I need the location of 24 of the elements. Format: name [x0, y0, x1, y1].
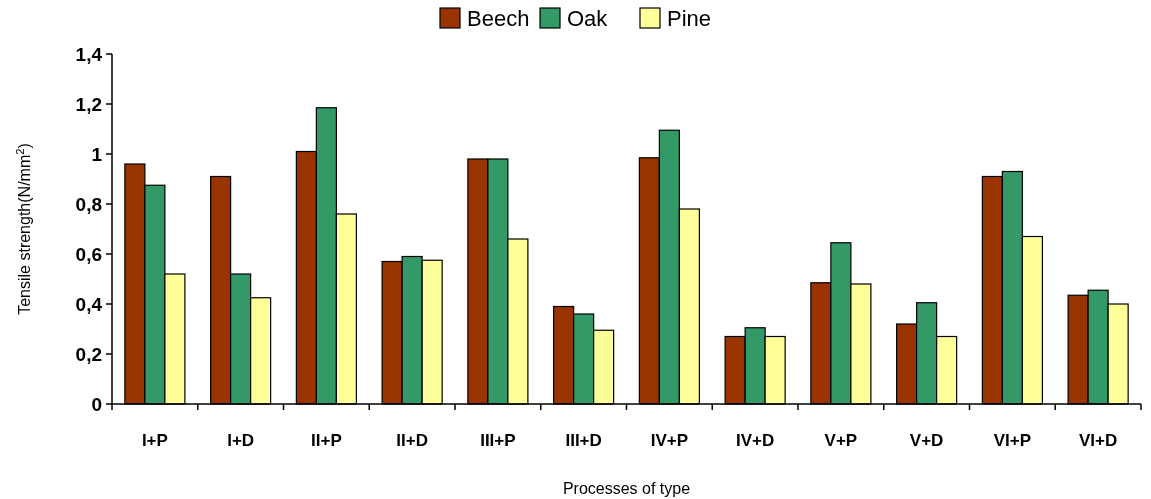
y-tick-label: 1	[91, 143, 103, 165]
x-tick-label: II+D	[396, 431, 428, 450]
x-axis-title: Processes of type	[562, 480, 691, 497]
x-tick-label: I+P	[141, 431, 168, 450]
x-tick-label: IV+P	[650, 431, 689, 450]
y-tick-label: 0	[91, 393, 102, 415]
x-tick-label: V+P	[824, 431, 858, 450]
legend-label: Pine	[667, 5, 712, 31]
x-tick-label: VI+D	[1078, 431, 1118, 450]
x-tick-label: III+D	[565, 431, 602, 450]
y-tick-label: 0,8	[75, 193, 102, 215]
legend-label: Beech	[467, 5, 530, 31]
y-tick-label: 1,2	[75, 93, 102, 115]
x-tick-label: I+D	[227, 431, 255, 450]
x-tick-label: VI+P	[993, 431, 1032, 450]
y-tick-label: 1,4	[75, 43, 103, 65]
y-tick-label: 0,2	[75, 343, 102, 365]
y-tick-label: 0,4	[75, 293, 103, 315]
x-tick-label: V+D	[909, 431, 944, 450]
y-tick-label: 0,6	[75, 243, 102, 265]
x-tick-label: IV+D	[735, 431, 775, 450]
x-tick-label: II+P	[311, 431, 342, 450]
x-tick-label: III+P	[480, 431, 516, 450]
legend-label: Oak	[567, 5, 609, 31]
